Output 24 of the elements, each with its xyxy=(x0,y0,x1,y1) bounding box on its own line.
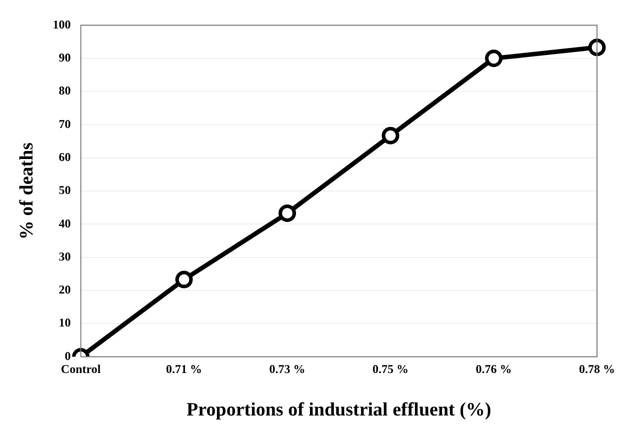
point xyxy=(485,50,503,68)
y-tick-label: 80 xyxy=(58,84,71,98)
x-tick-label: 0.73 % xyxy=(269,362,306,376)
point xyxy=(588,38,606,56)
x-tick-label: 0.76 % xyxy=(476,362,512,376)
point xyxy=(278,204,296,222)
y-tick-label: 10 xyxy=(58,316,71,330)
point xyxy=(382,126,400,144)
y-tick-label: 0 xyxy=(64,348,71,363)
y-tick-label: 70 xyxy=(58,116,71,131)
y-tick-label: 30 xyxy=(58,249,71,264)
x-tick-label: 0.75 % xyxy=(372,362,409,376)
point xyxy=(175,270,193,288)
y-tick-label: 40 xyxy=(58,216,71,230)
x-tick-label: 0.71 % xyxy=(166,362,202,376)
y-tick-label: 50 xyxy=(58,183,71,198)
y-tick-label: 20 xyxy=(58,282,71,297)
x-axis-title: Proportions of industrial effluent (%) xyxy=(186,400,492,421)
y-tick-label: 100 xyxy=(52,17,71,32)
y-tick-label: 90 xyxy=(58,50,71,64)
y-axis-title: % of deaths xyxy=(16,142,38,240)
y-tick-label: 60 xyxy=(58,150,71,164)
x-tick-label: 0.78 % xyxy=(579,362,615,376)
x-tick-label: Control xyxy=(60,362,102,376)
